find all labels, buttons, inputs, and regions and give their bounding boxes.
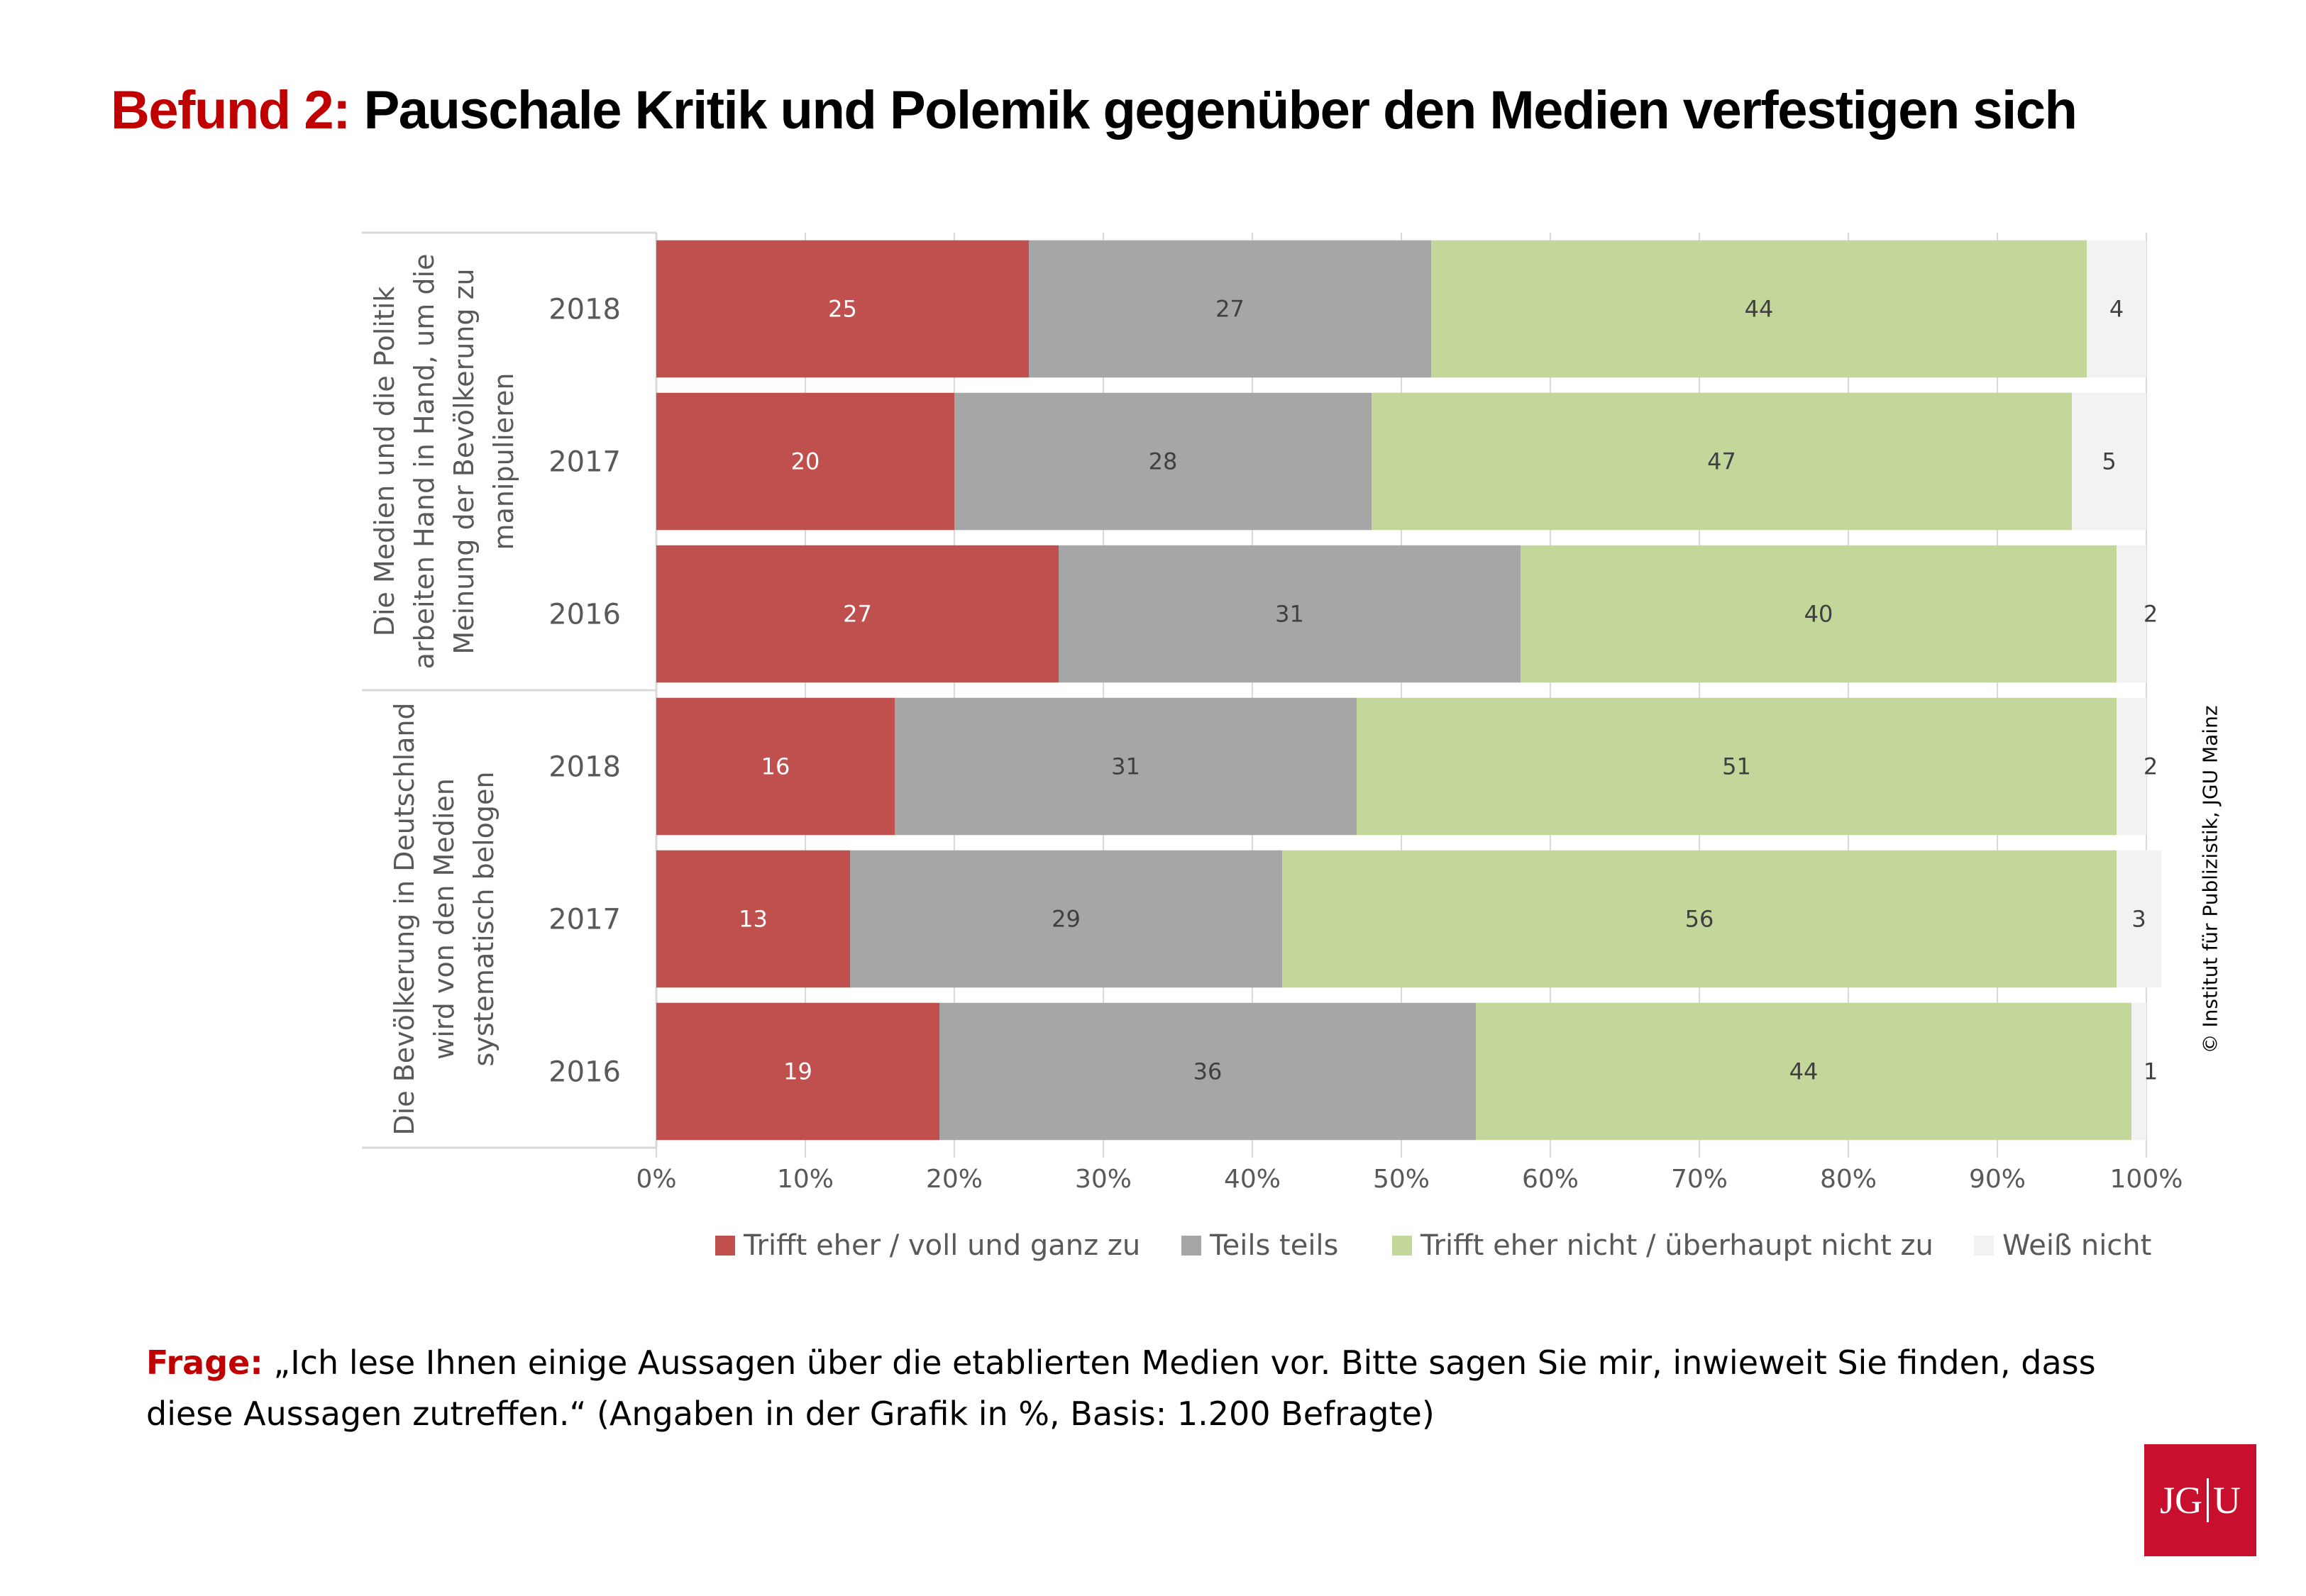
bar-segment [1521,545,2117,683]
group-label-line: manipulieren [488,373,519,550]
bar-segment [1357,697,2117,836]
year-label: 2017 [548,904,621,936]
data-label: 28 [1149,448,1178,475]
group-label: Die Bevölkerung in Deutschland wird von d… [389,702,500,1135]
data-label: 56 [1685,906,1714,933]
bar-segment [2117,545,2146,683]
x-tick-label: 20% [926,1165,983,1194]
year-label: 2016 [548,599,621,631]
logo-divider [2207,1478,2209,1522]
group-label-line: Die Bevölkerung in Deutschland [389,702,420,1135]
data-label: 13 [739,906,768,933]
data-label: 36 [1193,1058,1223,1085]
data-label: 47 [1707,448,1736,475]
headline-text: Pauschale Kritik und Polemik gegenüber d… [363,80,2078,140]
legend-swatch [1392,1236,1412,1256]
x-tick-label: 40% [1224,1165,1281,1194]
data-label: 40 [1804,601,1833,628]
group-label-line: Die Medien und die Politik [369,287,400,637]
data-label: 51 [1722,753,1751,780]
legend-label: Teils teils [1209,1229,1338,1262]
data-label: 25 [828,296,857,323]
data-label: 31 [1275,601,1304,628]
bar-segment [1431,240,2087,378]
year-label: 2017 [548,446,621,479]
headline-prefix: Befund 2: [111,80,351,140]
chart-headline: Befund 2: Pauschale Kritik und Polemik g… [111,79,2078,141]
bar-segment [2117,697,2146,836]
x-tick-label: 70% [1671,1165,1728,1194]
group-label-line: systematisch belogen [468,772,500,1067]
bar-segment [1029,240,1431,378]
data-label: 20 [791,448,820,475]
bar-segment [1059,545,1521,683]
legend-swatch [1974,1236,1994,1256]
group-label-line: arbeiten Hand in Hand, um die [409,254,440,670]
jgu-logo: JG U [2144,1444,2256,1556]
bar-segment [2131,1002,2146,1141]
legend-label: Trifft eher nicht / überhaupt nicht zu [1420,1229,1933,1262]
bar-segment [2117,850,2161,988]
data-label: 1 [2144,1058,2158,1085]
year-label: 2016 [548,1056,621,1089]
data-label: 16 [761,753,790,780]
data-label: 3 [2131,906,2146,933]
group-label-line: wird von den Medien [429,778,460,1060]
x-tick-label: 60% [1522,1165,1579,1194]
bar-segment [954,392,1372,531]
bar-segment [850,850,1282,988]
x-tick-label: 90% [1969,1165,2026,1194]
x-tick-label: 0% [636,1165,676,1194]
legend-label: Weiß nicht [2002,1229,2151,1262]
x-tick-label: 100% [2110,1165,2183,1194]
data-label: 44 [1789,1058,1819,1085]
bar-segment [1372,392,2072,531]
bar-segment [656,392,954,531]
bar-segment [656,240,1029,378]
data-label: 27 [1215,296,1245,323]
group-label-line: Meinung der Bevölkerung zu [448,268,480,654]
bar-segment [656,545,1059,683]
question-note: Frage: „Ich lese Ihnen einige Aussagen ü… [146,1337,2175,1439]
x-tick-label: 50% [1373,1165,1430,1194]
year-label: 2018 [548,751,621,784]
bar-segment [656,1002,939,1141]
stacked-bar-chart: 0% 10% 20% 30% 40% 50% 60% 70% 80% 90% 100% Die Med… [362,231,2183,1262]
data-label: 2 [2144,753,2158,780]
x-tick-label: 30% [1075,1165,1132,1194]
data-label: 19 [783,1058,812,1085]
question-label: Frage: [146,1343,263,1382]
data-label: 27 [843,601,872,628]
data-label: 5 [2102,448,2116,475]
data-label: 31 [1111,753,1140,780]
question-text: „Ich lese Ihnen einige Aussagen über die… [146,1343,2096,1433]
data-label: 2 [2144,601,2158,628]
legend-swatch [1181,1236,1201,1256]
legend-swatch [715,1236,735,1256]
x-tick-label: 80% [1820,1165,1877,1194]
bar-segment [2072,392,2146,531]
bar-segment [1476,1002,2131,1141]
copyright-text: © Institut für Publizistik, JGU Mainz [2198,705,2222,1054]
data-label: 44 [1745,296,1774,323]
logo-left: JG [2159,1479,2202,1522]
group-label: Die Medien und die Politik arbeiten Hand … [369,254,519,670]
bar-segment [1282,850,2117,988]
legend-label: Trifft eher / voll und ganz zu [743,1229,1140,1262]
bar-segment [939,1002,1476,1141]
year-label: 2018 [548,294,621,326]
bar-segment [2087,240,2146,378]
bar-segment [656,850,850,988]
data-label: 29 [1052,906,1081,933]
logo-right: U [2213,1479,2241,1522]
x-tick-label: 10% [777,1165,834,1194]
bar-segment [656,697,895,836]
data-label: 4 [2109,296,2124,323]
bar-segment [895,697,1357,836]
